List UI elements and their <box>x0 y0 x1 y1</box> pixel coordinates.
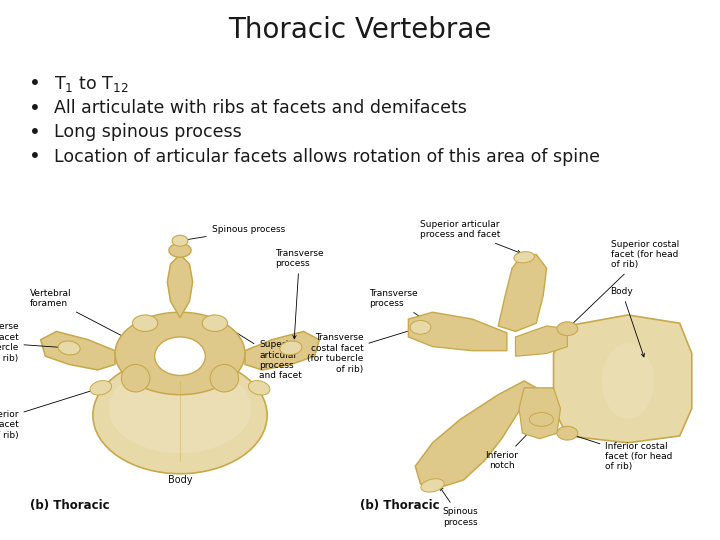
Ellipse shape <box>169 244 191 257</box>
Text: •: • <box>29 147 40 166</box>
Ellipse shape <box>122 364 150 392</box>
Ellipse shape <box>514 252 534 263</box>
Polygon shape <box>516 326 567 356</box>
Text: Superior
costal facet
(for head of rib): Superior costal facet (for head of rib) <box>0 388 97 440</box>
Text: Thoracic Vertebrae: Thoracic Vertebrae <box>228 16 492 44</box>
Text: Inferior costal
facet (for head
of rib): Inferior costal facet (for head of rib) <box>571 434 672 471</box>
Text: •: • <box>29 98 40 118</box>
Text: Location of articular facets allows rotation of this area of spine: Location of articular facets allows rota… <box>54 147 600 166</box>
Ellipse shape <box>109 364 251 453</box>
Ellipse shape <box>58 341 80 355</box>
Text: Inferior
notch: Inferior notch <box>485 422 539 470</box>
Text: Vertebral
foramen: Vertebral foramen <box>30 289 158 354</box>
Ellipse shape <box>602 343 654 418</box>
Ellipse shape <box>529 413 554 426</box>
Ellipse shape <box>172 235 188 246</box>
Ellipse shape <box>410 320 431 334</box>
Ellipse shape <box>132 315 158 332</box>
Text: Spinous
process: Spinous process <box>440 487 478 527</box>
Polygon shape <box>554 315 692 443</box>
Polygon shape <box>167 254 193 318</box>
Ellipse shape <box>90 381 112 395</box>
Ellipse shape <box>280 341 302 355</box>
Polygon shape <box>40 332 115 370</box>
Ellipse shape <box>248 381 270 395</box>
Ellipse shape <box>202 315 228 332</box>
Ellipse shape <box>210 364 238 392</box>
Text: Body: Body <box>611 287 644 357</box>
Text: Transverse
costal facet
(for tubercle
of rib): Transverse costal facet (for tubercle of… <box>0 322 66 362</box>
Polygon shape <box>245 332 320 370</box>
Text: Superior costal
facet (for head
of rib): Superior costal facet (for head of rib) <box>570 240 679 326</box>
Text: •: • <box>29 123 40 142</box>
Text: Transverse
process: Transverse process <box>369 289 435 327</box>
Ellipse shape <box>557 426 577 440</box>
Text: Long spinous process: Long spinous process <box>54 123 242 141</box>
Text: Superior
articular
process
and facet: Superior articular process and facet <box>225 325 302 380</box>
Text: Spinous process: Spinous process <box>184 225 285 241</box>
Polygon shape <box>498 254 546 332</box>
Ellipse shape <box>115 312 245 395</box>
Polygon shape <box>519 388 560 438</box>
Ellipse shape <box>421 479 444 492</box>
Text: (b) Thoracic: (b) Thoracic <box>30 498 109 511</box>
Text: Body: Body <box>168 475 192 485</box>
Ellipse shape <box>93 357 267 474</box>
Text: Transverse
process: Transverse process <box>275 249 324 339</box>
Text: Superior articular
process and facet: Superior articular process and facet <box>420 220 521 253</box>
Text: All articulate with ribs at facets and demifacets: All articulate with ribs at facets and d… <box>54 99 467 117</box>
Ellipse shape <box>155 337 205 375</box>
Text: (b) Thoracic: (b) Thoracic <box>360 498 440 511</box>
Text: •: • <box>29 74 40 93</box>
Ellipse shape <box>557 322 577 335</box>
Polygon shape <box>408 312 507 350</box>
Text: $\mathrm{T}_1$ to $\mathrm{T}_{12}$: $\mathrm{T}_1$ to $\mathrm{T}_{12}$ <box>54 73 129 94</box>
Text: Transverse
costal facet
(for tubercle
of rib): Transverse costal facet (for tubercle of… <box>307 328 417 374</box>
Polygon shape <box>415 381 536 488</box>
